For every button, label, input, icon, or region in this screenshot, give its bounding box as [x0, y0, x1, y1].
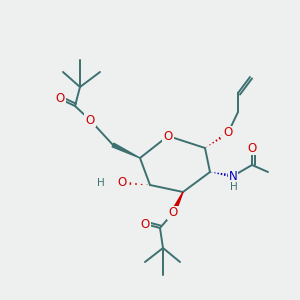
Text: O: O [85, 113, 94, 127]
Text: O: O [117, 176, 127, 190]
Text: O: O [224, 127, 232, 140]
Polygon shape [112, 143, 140, 158]
Text: O: O [56, 92, 64, 106]
Text: O: O [168, 206, 178, 220]
Text: N: N [229, 169, 237, 182]
Text: H: H [230, 182, 238, 192]
Text: O: O [248, 142, 256, 154]
Text: H: H [97, 178, 105, 188]
Text: O: O [140, 218, 150, 230]
Text: O: O [164, 130, 172, 142]
Polygon shape [171, 192, 183, 214]
